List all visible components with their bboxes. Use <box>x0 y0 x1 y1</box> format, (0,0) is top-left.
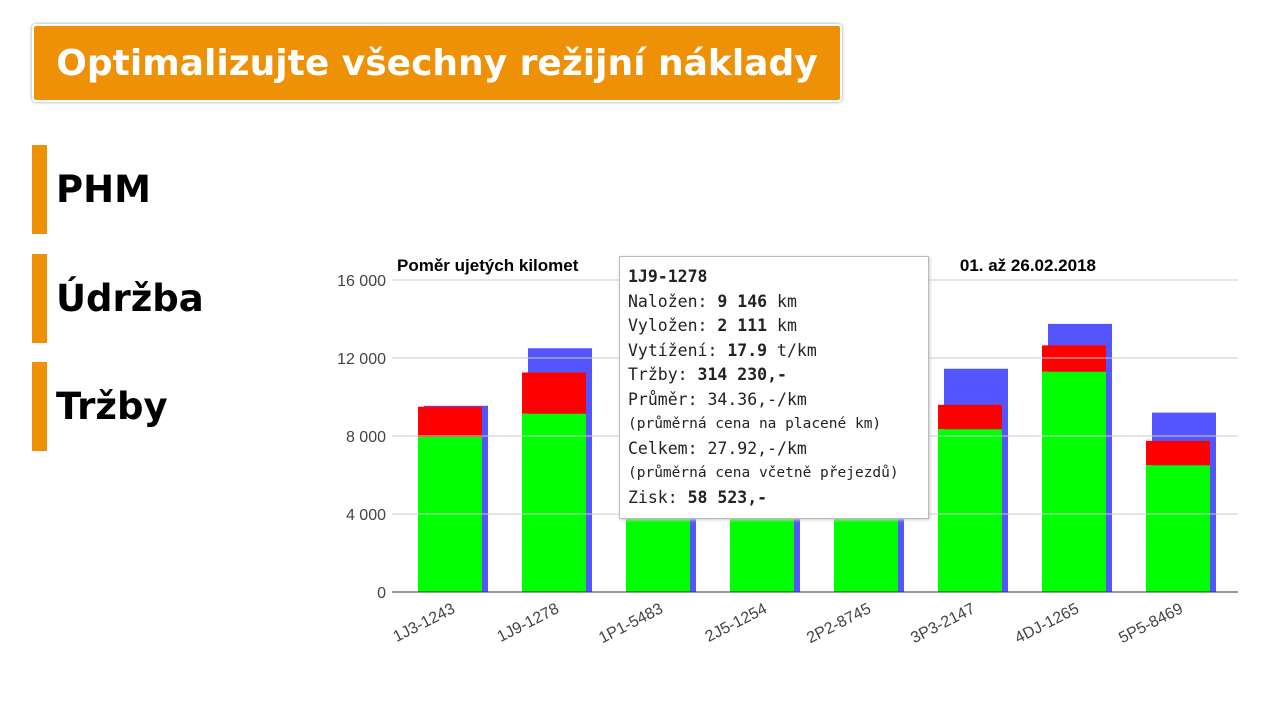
tooltip-line: Celkem: 27.92,-/km <box>628 437 920 462</box>
x-tick-label: 1P1-5483 <box>596 600 666 647</box>
x-tick-label: 1J3-1243 <box>391 600 458 645</box>
tooltip-line: Tržby: 314 230,- <box>628 363 920 388</box>
y-tick-label: 0 <box>377 585 386 602</box>
tooltip-text: km <box>767 291 797 311</box>
tooltip-text: 1J9-1278 <box>628 267 708 286</box>
tooltip-line: Naložen: 9 146 km <box>628 290 920 315</box>
bar-unloaded <box>522 372 586 414</box>
tooltip-text: km <box>767 316 797 335</box>
tooltip-line: Zisk: 58 523,- <box>628 486 920 511</box>
tooltip-text: Průměr: 34.36,-/km <box>628 389 807 409</box>
tooltip: 1J9-1278 Naložen: 9 146 km Vyložen: 2 111 … <box>619 256 929 519</box>
bar-unloaded <box>1146 440 1210 466</box>
tooltip-text: Celkem: 27.92,-/km <box>628 438 807 458</box>
tooltip-text: 2 111 <box>717 316 768 335</box>
tooltip-text: 17.9 <box>727 340 768 360</box>
bar-loaded <box>1042 371 1106 592</box>
tooltip-text: (průměrná cena včetně přejezdů) <box>628 465 899 481</box>
tooltip-text: Vyložen: <box>628 316 718 335</box>
tooltip-text: Zisk: <box>628 487 688 507</box>
tooltip-line: Průměr: 34.36,-/km <box>628 388 920 413</box>
y-tick-label: 16 000 <box>337 273 386 290</box>
x-tick-label: 2J5-1254 <box>703 600 770 645</box>
bar-unloaded <box>938 404 1002 430</box>
bar-loaded <box>522 413 586 592</box>
sidebar-item: Údržba <box>32 254 292 343</box>
bar-loaded <box>938 429 1002 592</box>
tooltip-text: 9 146 <box>717 291 768 311</box>
sidebar-item: Tržby <box>32 362 292 451</box>
tooltip-line: (průměrná cena včetně přejezdů) <box>628 461 920 486</box>
chart-title: 01. až 26.02.2018 <box>960 256 1096 275</box>
header-title: Optimalizujte všechny režijní náklady <box>32 24 842 102</box>
tooltip-text: (průměrná cena na placené km) <box>628 416 882 432</box>
tooltip-text: Vytížení: <box>628 340 728 360</box>
sidebar-item: PHM <box>32 145 292 234</box>
chart-title: Poměr ujetých kilomet <box>397 256 579 275</box>
y-tick-label: 12 000 <box>337 351 386 368</box>
tooltip-text: Tržby: <box>628 365 698 384</box>
x-tick-label: 6DP <box>1254 600 1274 629</box>
x-tick-label: 1J9-1278 <box>495 600 562 645</box>
bar-unloaded <box>418 406 482 437</box>
tooltip-text: 314 230,- <box>697 365 787 384</box>
y-tick-label: 4 000 <box>346 507 386 524</box>
tooltip-line: (průměrná cena na placené km) <box>628 412 920 437</box>
y-tick-label: 8 000 <box>346 429 386 446</box>
x-tick-label: 5P5-8469 <box>1116 600 1186 647</box>
x-tick-label: 4DJ-1265 <box>1012 600 1082 647</box>
tooltip-text: Naložen: <box>628 291 718 311</box>
tooltip-line: Vyložen: 2 111 km <box>628 314 920 339</box>
bar-loaded <box>1146 465 1210 592</box>
x-tick-label: 3P3-2147 <box>908 600 978 647</box>
x-tick-label: 2P2-8745 <box>804 600 874 647</box>
tooltip-text: t/km <box>767 340 817 360</box>
tooltip-line: 1J9-1278 <box>628 265 920 290</box>
tooltip-text: 58 523,- <box>687 487 768 507</box>
tooltip-line: Vytížení: 17.9 t/km <box>628 339 920 364</box>
